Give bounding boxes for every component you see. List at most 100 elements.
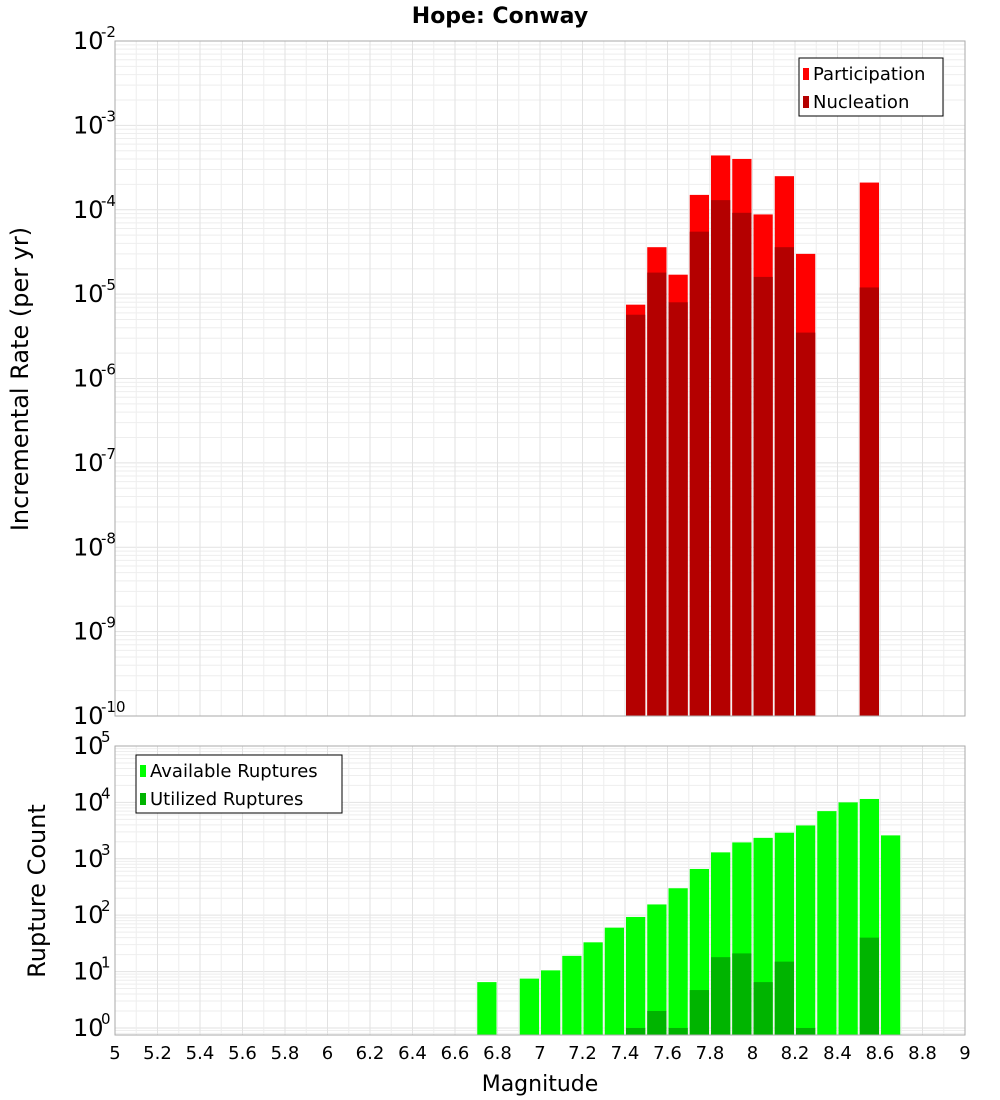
x-tick-label: 5.2 bbox=[143, 1043, 172, 1064]
legend-swatch bbox=[803, 68, 809, 80]
bar bbox=[541, 970, 561, 1035]
y-tick-label: 10 bbox=[73, 449, 104, 477]
bar bbox=[689, 990, 709, 1035]
bar bbox=[604, 927, 624, 1035]
bar bbox=[668, 302, 688, 716]
y-tick-exponent: 5 bbox=[101, 728, 111, 746]
y-tick-exponent: 1 bbox=[101, 954, 111, 972]
bar bbox=[626, 314, 646, 716]
bar bbox=[796, 825, 816, 1035]
x-tick-label: 6.2 bbox=[356, 1043, 385, 1064]
bar bbox=[859, 937, 879, 1035]
y-tick-label: 10 bbox=[73, 845, 104, 873]
x-tick-label: 7.6 bbox=[653, 1043, 682, 1064]
bar bbox=[562, 955, 582, 1035]
bar bbox=[774, 247, 794, 716]
legend-box bbox=[135, 754, 343, 814]
y-tick-label: 10 bbox=[73, 958, 104, 986]
x-tick-label: 5.4 bbox=[186, 1043, 215, 1064]
bar bbox=[796, 332, 816, 716]
bar bbox=[753, 982, 773, 1035]
x-tick-label: 6 bbox=[322, 1043, 333, 1064]
bar bbox=[689, 231, 709, 716]
bar bbox=[647, 272, 667, 716]
legend-swatch bbox=[803, 96, 809, 108]
x-tick-label: 9 bbox=[959, 1043, 970, 1064]
legend: Available Ruptures Utilized Ruptures bbox=[135, 754, 343, 814]
x-tick-label: 5.8 bbox=[271, 1043, 300, 1064]
y-tick-exponent: 0 bbox=[101, 1010, 111, 1028]
legend-swatch bbox=[140, 765, 146, 777]
y-tick-exponent: -8 bbox=[101, 529, 116, 547]
legend-entry: Available Ruptures bbox=[150, 761, 318, 782]
bar bbox=[817, 811, 837, 1035]
y-tick-label: 10 bbox=[73, 280, 104, 308]
x-tick-label: 7.2 bbox=[568, 1043, 597, 1064]
bar bbox=[732, 953, 752, 1035]
bar bbox=[711, 957, 731, 1035]
y-tick-label: 10 bbox=[73, 111, 104, 139]
x-tick-label: 7 bbox=[534, 1043, 545, 1064]
y-tick-label: 10 bbox=[73, 1014, 104, 1042]
bar bbox=[711, 200, 731, 716]
y-tick-exponent: -10 bbox=[101, 698, 126, 716]
y-tick-exponent: -7 bbox=[101, 445, 116, 463]
x-tick-label: 8 bbox=[747, 1043, 758, 1064]
y-tick-exponent: -2 bbox=[101, 23, 116, 41]
y-tick-label: 10 bbox=[73, 365, 104, 393]
legend-entry: Nucleation bbox=[813, 92, 909, 113]
x-tick-label: 8.2 bbox=[781, 1043, 810, 1064]
plot-border bbox=[114, 745, 966, 1036]
legend: Participation Nucleation bbox=[798, 57, 944, 117]
x-tick-label: 7.4 bbox=[611, 1043, 640, 1064]
x-tick-label: 5.6 bbox=[228, 1043, 257, 1064]
legend-swatch bbox=[140, 793, 146, 805]
bar bbox=[838, 802, 858, 1035]
bar bbox=[668, 888, 688, 1035]
y-tick-exponent: -3 bbox=[101, 107, 116, 125]
series-nucleation bbox=[626, 200, 879, 716]
bar bbox=[519, 978, 539, 1035]
x-tick-label: 6.4 bbox=[398, 1043, 427, 1064]
bar bbox=[647, 904, 667, 1035]
bar bbox=[732, 212, 752, 716]
bar bbox=[774, 961, 794, 1035]
rate-plot: 10-210-310-410-510-610-710-810-910-10Par… bbox=[73, 23, 966, 730]
count-plot-ylabel: Rupture Count bbox=[23, 804, 51, 978]
legend-entry: Utilized Ruptures bbox=[150, 789, 303, 810]
y-tick-label: 10 bbox=[73, 702, 104, 730]
y-tick-exponent: -4 bbox=[101, 192, 116, 210]
bar bbox=[583, 942, 603, 1035]
bar bbox=[881, 835, 901, 1035]
bar bbox=[859, 287, 879, 716]
y-tick-exponent: 4 bbox=[101, 784, 111, 802]
y-tick-label: 10 bbox=[73, 732, 104, 760]
x-axis-label: Magnitude bbox=[482, 1072, 599, 1097]
bar bbox=[477, 982, 497, 1035]
bar bbox=[626, 1027, 646, 1035]
y-tick-exponent: 3 bbox=[101, 841, 111, 859]
y-tick-label: 10 bbox=[73, 533, 104, 561]
grid bbox=[114, 40, 966, 717]
x-tick-label: 6.8 bbox=[483, 1043, 512, 1064]
bar bbox=[753, 276, 773, 716]
series-utilized-ruptures bbox=[626, 937, 879, 1035]
legend-entry: Participation bbox=[813, 64, 925, 85]
y-tick-label: 10 bbox=[73, 27, 104, 55]
x-tick-label: 8.6 bbox=[866, 1043, 895, 1064]
y-tick-exponent: 2 bbox=[101, 897, 111, 915]
rate-plot-ylabel: Incremental Rate (per yr) bbox=[6, 227, 34, 531]
y-tick-label: 10 bbox=[73, 618, 104, 646]
bar bbox=[668, 1027, 688, 1035]
legend-box bbox=[798, 57, 944, 117]
x-tick-label: 7.8 bbox=[696, 1043, 725, 1064]
bar bbox=[647, 1010, 667, 1035]
y-tick-exponent: -5 bbox=[101, 276, 116, 294]
x-tick-label: 8.4 bbox=[823, 1043, 852, 1064]
y-tick-exponent: -9 bbox=[101, 614, 116, 632]
x-tick-label: 5 bbox=[109, 1043, 120, 1064]
plot-border bbox=[114, 40, 966, 717]
x-tick-label: 6.6 bbox=[441, 1043, 470, 1064]
